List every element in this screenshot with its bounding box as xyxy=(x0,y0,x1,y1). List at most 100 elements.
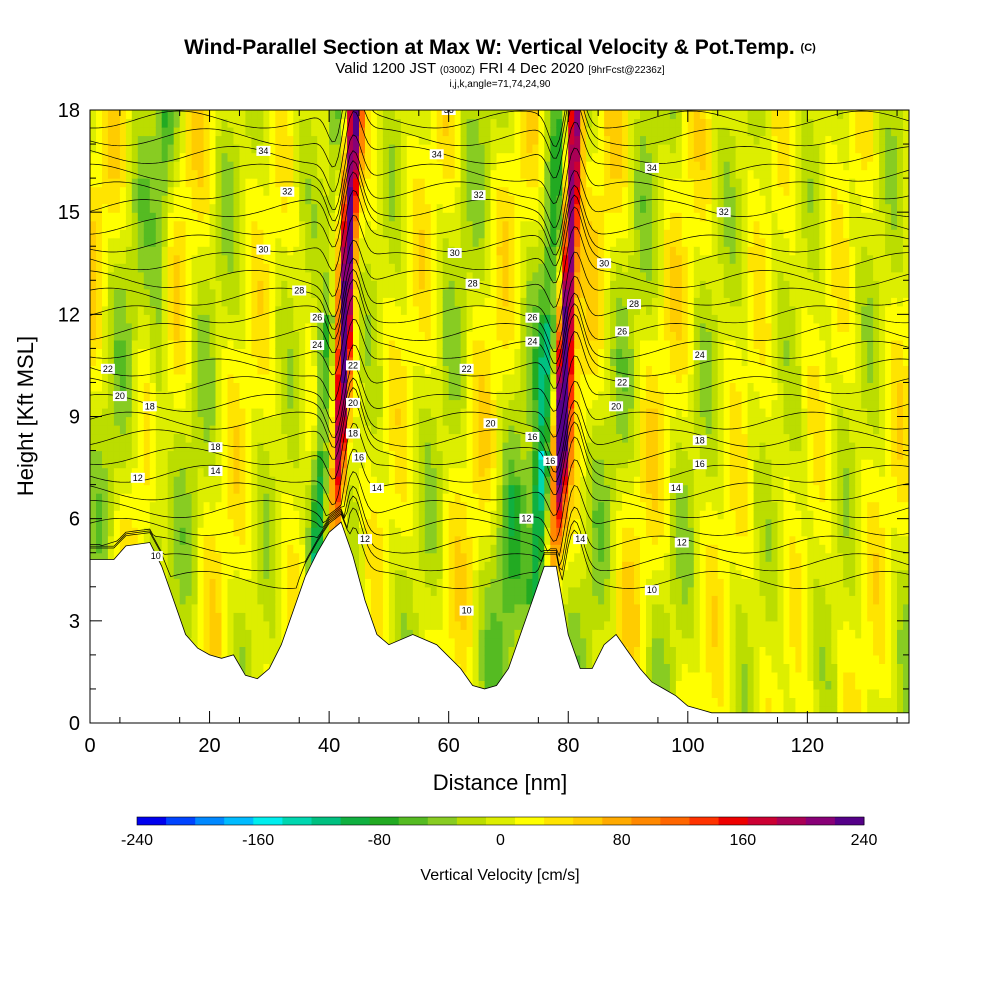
velocity-cell xyxy=(448,595,456,605)
velocity-cell xyxy=(365,169,372,179)
velocity-cell xyxy=(448,297,456,307)
velocity-cell xyxy=(388,203,396,213)
velocity-cell xyxy=(173,527,181,537)
velocity-cell xyxy=(371,518,378,528)
velocity-cell xyxy=(281,348,288,358)
velocity-cell xyxy=(317,161,324,171)
velocity-cell xyxy=(424,271,432,281)
velocity-cell xyxy=(484,578,492,588)
velocity-cell xyxy=(442,237,450,247)
velocity-cell xyxy=(412,135,420,145)
velocity-cell xyxy=(227,288,235,298)
velocity-cell xyxy=(96,391,103,401)
velocity-cell xyxy=(436,450,444,460)
velocity-cell xyxy=(233,365,241,375)
velocity-cell xyxy=(335,459,342,469)
velocity-cell xyxy=(484,365,492,375)
velocity-cell xyxy=(173,271,181,281)
velocity-cell xyxy=(293,127,300,137)
velocity-cell xyxy=(263,305,270,315)
velocity-cell xyxy=(155,212,163,222)
velocity-cell xyxy=(119,186,127,196)
velocity-cell xyxy=(257,425,264,435)
velocity-cell xyxy=(478,127,486,137)
velocity-cell xyxy=(275,416,282,426)
velocity-cell xyxy=(329,493,336,503)
velocity-cell xyxy=(275,263,282,273)
velocity-cell xyxy=(221,476,229,486)
velocity-cell xyxy=(484,246,492,256)
velocity-cell xyxy=(251,110,258,120)
velocity-cell xyxy=(281,365,288,375)
velocity-cell xyxy=(96,263,103,273)
velocity-cell xyxy=(209,484,217,494)
velocity-cell xyxy=(281,603,288,613)
velocity-cell xyxy=(484,595,492,605)
velocity-cell xyxy=(293,339,300,349)
velocity-cell xyxy=(412,373,420,383)
velocity-cell xyxy=(388,135,396,145)
velocity-cell xyxy=(400,186,408,196)
velocity-cell xyxy=(341,152,348,162)
velocity-cell xyxy=(347,297,354,307)
velocity-cell xyxy=(424,425,432,435)
velocity-cell xyxy=(245,356,252,366)
velocity-cell xyxy=(365,195,372,205)
velocity-cell xyxy=(269,637,276,647)
velocity-cell xyxy=(382,442,390,452)
velocity-cell xyxy=(227,314,235,324)
velocity-cell xyxy=(281,135,288,145)
velocity-cell xyxy=(179,603,187,613)
velocity-cell xyxy=(215,144,223,154)
velocity-cell xyxy=(496,161,504,171)
velocity-cell xyxy=(90,178,97,188)
velocity-cell xyxy=(412,416,420,426)
velocity-cell xyxy=(257,612,264,622)
velocity-cell xyxy=(382,518,390,528)
velocity-cell xyxy=(125,535,133,545)
velocity-cell xyxy=(173,391,181,401)
velocity-cell xyxy=(257,629,264,639)
velocity-cell xyxy=(311,263,318,273)
velocity-cell xyxy=(96,450,103,460)
velocity-cell xyxy=(191,595,199,605)
velocity-cell xyxy=(436,237,444,247)
velocity-cell xyxy=(382,365,390,375)
velocity-cell xyxy=(365,331,372,341)
velocity-cell xyxy=(424,612,432,622)
velocity-cell xyxy=(131,373,139,383)
velocity-cell xyxy=(335,135,342,145)
velocity-cell xyxy=(263,612,270,622)
velocity-cell xyxy=(448,586,456,596)
velocity-cell xyxy=(149,127,157,137)
velocity-cell xyxy=(137,391,145,401)
velocity-cell xyxy=(329,467,336,477)
velocity-cell xyxy=(161,212,169,222)
velocity-cell xyxy=(215,356,223,366)
velocity-cell xyxy=(107,331,115,341)
velocity-cell xyxy=(502,586,510,596)
velocity-cell xyxy=(388,476,396,486)
velocity-cell xyxy=(341,408,348,418)
velocity-cell xyxy=(179,578,187,588)
velocity-cell xyxy=(113,322,121,332)
velocity-cell xyxy=(317,110,324,120)
velocity-cell xyxy=(406,450,414,460)
velocity-cell xyxy=(102,501,109,511)
velocity-cell xyxy=(436,169,444,179)
velocity-cell xyxy=(454,373,462,383)
velocity-cell xyxy=(275,152,282,162)
velocity-cell xyxy=(472,229,480,239)
velocity-cell xyxy=(365,254,372,264)
velocity-cell xyxy=(107,399,115,409)
velocity-cell xyxy=(245,476,252,486)
velocity-cell xyxy=(179,237,187,247)
velocity-cell xyxy=(287,484,294,494)
velocity-cell xyxy=(317,416,324,426)
velocity-cell xyxy=(317,271,324,281)
velocity-cell xyxy=(484,220,492,230)
velocity-cell xyxy=(161,288,169,298)
velocity-cell xyxy=(484,186,492,196)
velocity-cell xyxy=(496,654,504,664)
velocity-cell xyxy=(472,169,480,179)
